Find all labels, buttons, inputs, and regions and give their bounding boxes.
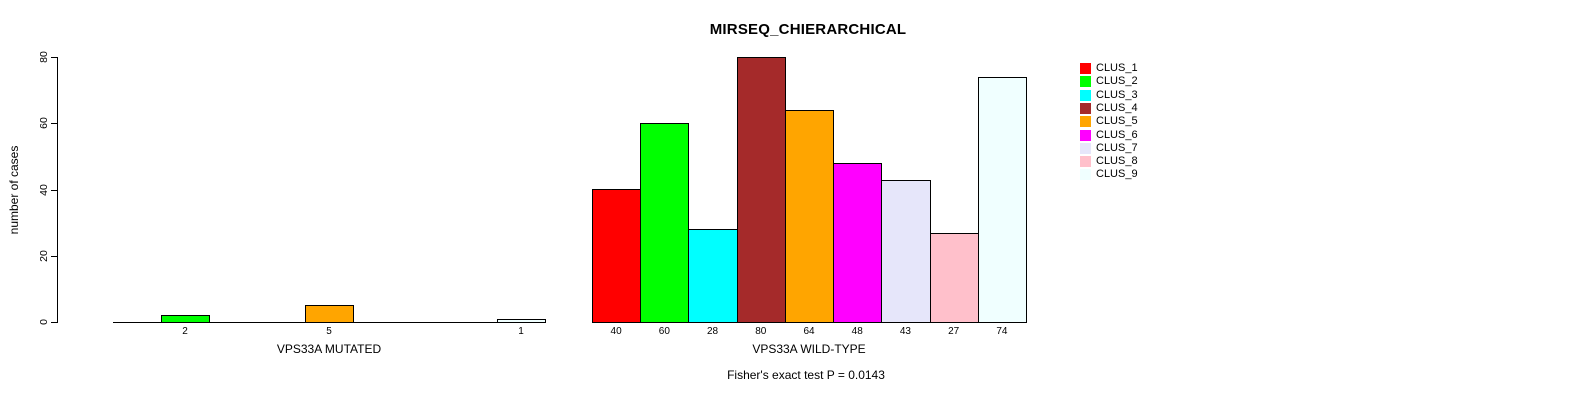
legend-swatch-clus_5 — [1080, 116, 1091, 128]
legend-label-clus_2: CLUS_2 — [1096, 75, 1138, 88]
bar-clus_5-group2 — [785, 110, 834, 323]
legend-label-clus_3: CLUS_3 — [1096, 88, 1138, 101]
y-axis-tick — [51, 255, 57, 257]
y-axis-tick-label: 60 — [38, 117, 50, 130]
bar-value-label: 43 — [899, 326, 911, 337]
y-axis-tick — [51, 322, 57, 323]
x-axis-group-label: VPS33A MUTATED — [276, 342, 382, 356]
y-axis-tick-label: 80 — [38, 51, 50, 63]
legend-swatch-clus_1 — [1080, 63, 1091, 74]
bar-clus_6-group2 — [833, 163, 882, 323]
bar-clus_9-group1 — [497, 319, 546, 323]
legend-label-clus_4: CLUS_4 — [1096, 101, 1138, 114]
legend-label-clus_5: CLUS_5 — [1096, 115, 1138, 128]
bar-value-label: 40 — [610, 326, 622, 337]
x-axis-group-label: VPS33A WILD-TYPE — [752, 342, 866, 356]
legend-swatch-clus_6 — [1080, 129, 1091, 141]
legend-label-clus_8: CLUS_8 — [1096, 155, 1138, 168]
y-axis-tick — [51, 57, 57, 58]
legend-swatch-clus_7 — [1080, 142, 1091, 154]
y-axis-line — [57, 57, 58, 323]
bar-value-label: 28 — [706, 326, 719, 337]
bar-clus_3-group2 — [688, 229, 738, 323]
legend-label-clus_6: CLUS_6 — [1096, 128, 1138, 141]
bar-value-label: 1 — [518, 326, 524, 337]
chart-title: MIRSEQ_CHIERARCHICAL — [709, 21, 907, 38]
bar-clus_2-group1 — [161, 315, 210, 323]
y-axis-tick — [51, 189, 57, 191]
bar-value-label: 80 — [755, 326, 767, 337]
y-axis-label: number of cases — [7, 145, 21, 235]
bar-value-label: 74 — [996, 326, 1008, 337]
legend-swatch-clus_9 — [1080, 169, 1091, 181]
bar-clus_8-group2 — [930, 233, 979, 323]
y-axis-tick-label: 40 — [38, 183, 50, 196]
legend-swatch-clus_3 — [1080, 89, 1091, 101]
bar-clus_1-group2 — [592, 189, 641, 323]
bar-value-label: 2 — [182, 326, 188, 337]
bar-value-label: 48 — [851, 326, 863, 337]
bar-clus_4-group2 — [737, 57, 786, 323]
y-axis-tick-label: 0 — [38, 319, 50, 325]
footnote-fisher-test: Fisher's exact test P = 0.0143 — [727, 368, 885, 382]
y-axis-tick-label: 20 — [38, 249, 50, 262]
legend-label-clus_7: CLUS_7 — [1096, 141, 1138, 154]
bar-value-label: 27 — [948, 326, 960, 337]
legend-swatch-clus_4 — [1080, 102, 1091, 114]
legend-label-clus_1: CLUS_1 — [1096, 62, 1138, 74]
bar-clus_7-group2 — [881, 180, 931, 323]
bar-clus_5-group1 — [305, 305, 354, 323]
legend-swatch-clus_2 — [1080, 76, 1091, 88]
bar-clus_2-group2 — [640, 123, 689, 323]
legend-label-clus_9: CLUS_9 — [1096, 168, 1138, 181]
bar-clus_9-group2 — [978, 77, 1027, 323]
y-axis-tick — [51, 123, 57, 125]
bar-value-label: 64 — [803, 326, 815, 337]
legend-swatch-clus_8 — [1080, 156, 1091, 168]
bar-value-label: 5 — [326, 326, 332, 337]
bar-value-label: 60 — [658, 326, 670, 337]
